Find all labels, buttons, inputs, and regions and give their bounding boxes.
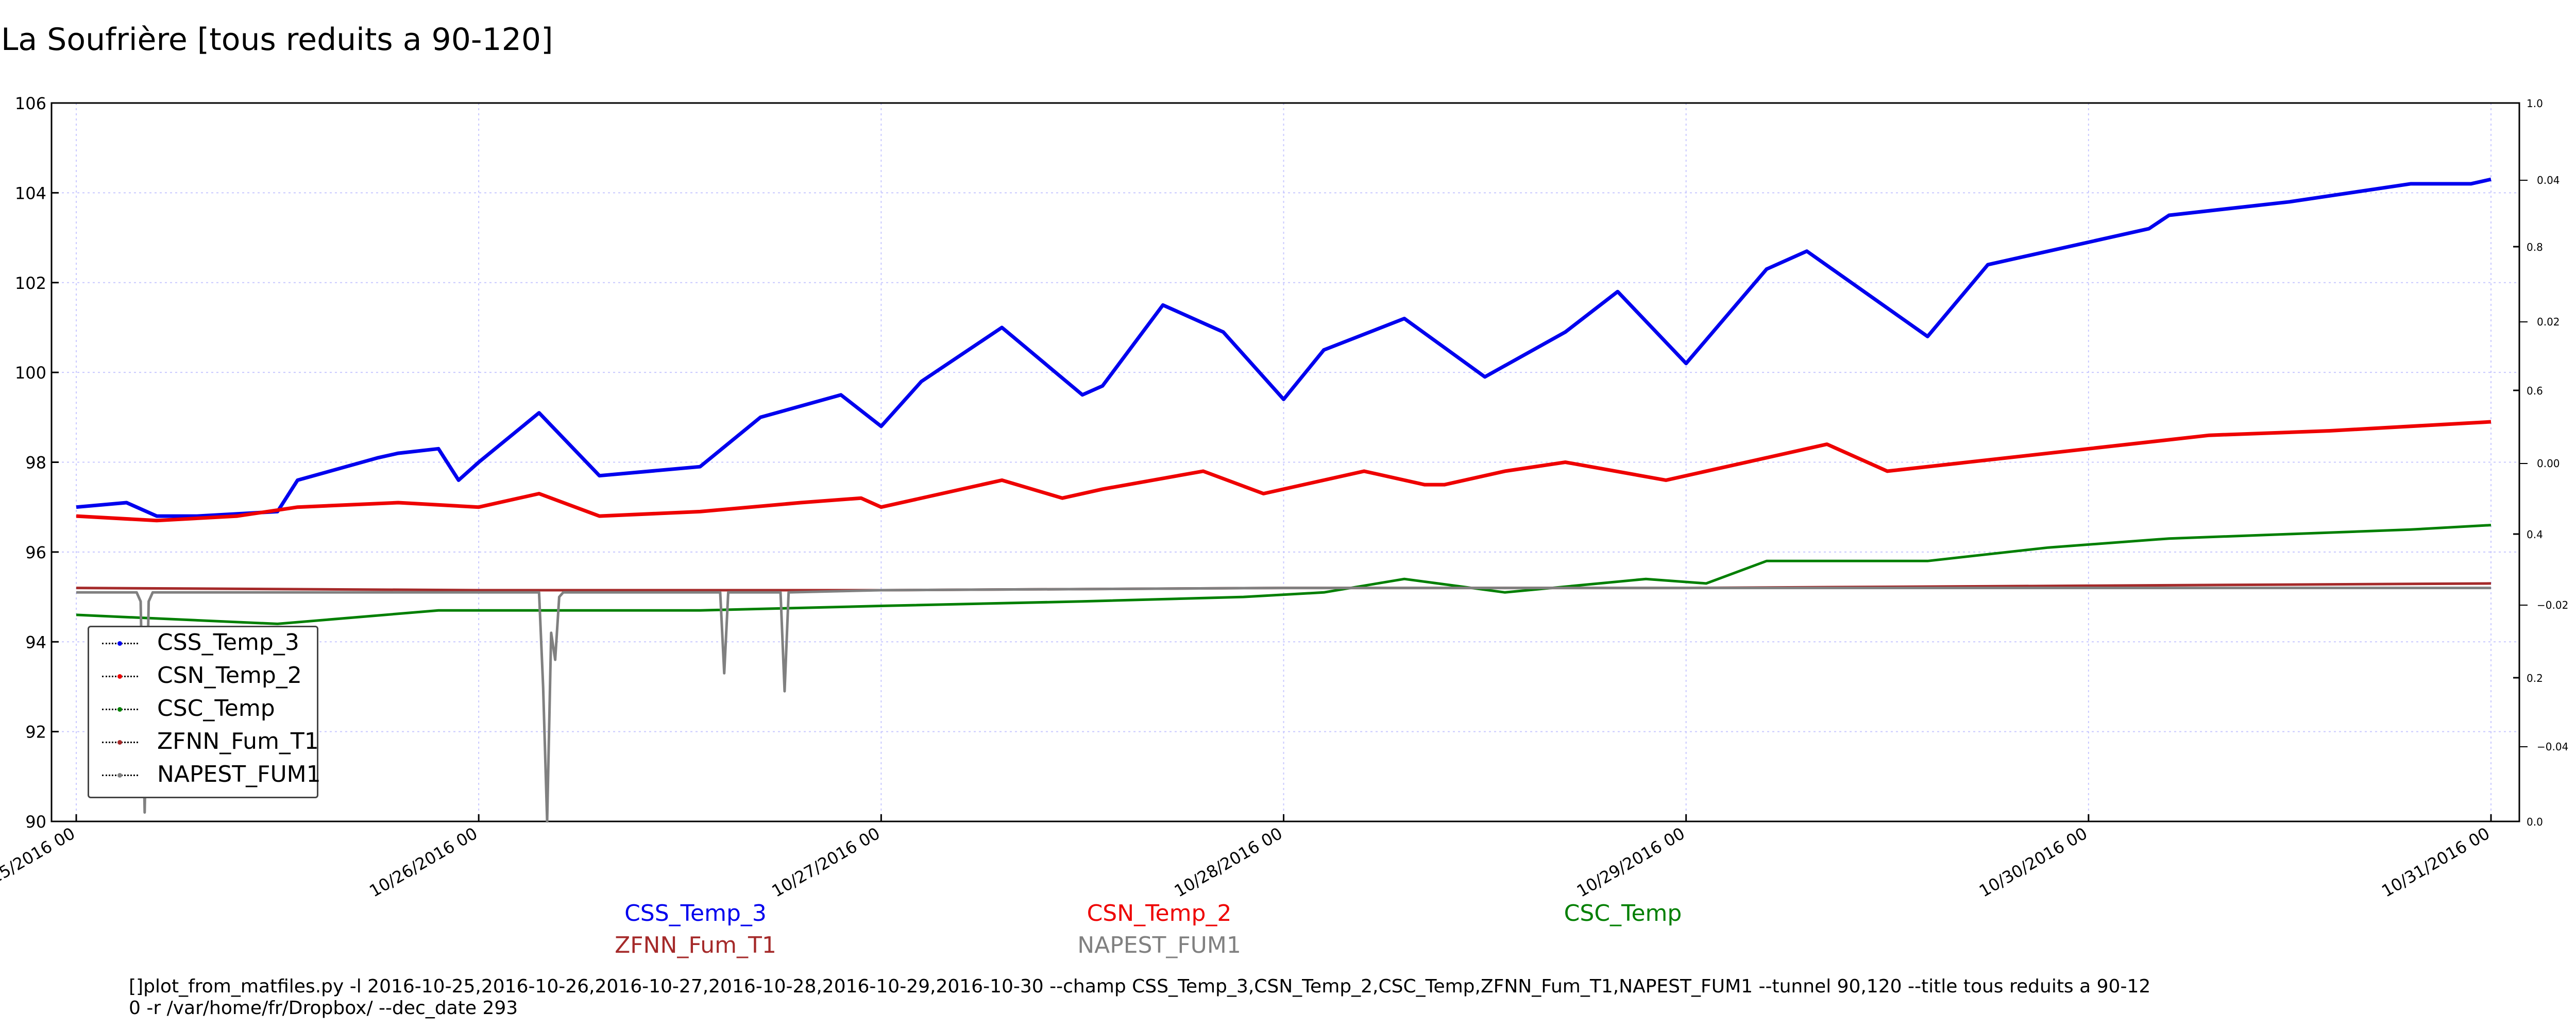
legend-label: CSC_Temp bbox=[157, 695, 275, 722]
right-outer-tick-label: 1.0 bbox=[2527, 97, 2543, 110]
y-tick-label: 98 bbox=[25, 453, 46, 473]
legend-label: CSN_Temp_2 bbox=[157, 662, 302, 689]
y-tick-label: 94 bbox=[25, 632, 46, 652]
x-tick-label: 10/31/2016 00 bbox=[2378, 823, 2493, 901]
right-outer-tick-label: 0.2 bbox=[2527, 672, 2543, 684]
y-tick-label: 96 bbox=[25, 543, 46, 562]
right-inner-tick-label: 0.00 bbox=[2537, 457, 2560, 470]
series-line-css-temp-3 bbox=[76, 177, 2492, 518]
legend-dot-icon bbox=[117, 773, 122, 778]
series-label-css-temp-3: CSS_Temp_3 bbox=[624, 900, 767, 926]
right-outer-tick-label: 0.6 bbox=[2527, 385, 2543, 397]
legend-item: CSS_Temp_3 bbox=[89, 627, 317, 660]
command-line-2: 0 -r /var/home/fr/Dropbox/ --dec_date 29… bbox=[129, 998, 518, 1019]
right-inner-tick-label: 0.04 bbox=[2537, 174, 2560, 186]
y-tick-label: 102 bbox=[15, 273, 46, 293]
legend: CSS_Temp_3 CSN_Temp_2 CSC_Temp ZFNN_Fum_… bbox=[88, 626, 321, 798]
legend-label: CSS_Temp_3 bbox=[157, 629, 299, 656]
chart-title: La Soufrière [tous reduits a 90-120] bbox=[1, 22, 553, 58]
legend-item: CSN_Temp_2 bbox=[89, 660, 317, 693]
legend-item: NAPEST_FUM1 bbox=[89, 759, 321, 792]
x-tick-label: 10/27/2016 00 bbox=[769, 823, 884, 901]
series-line-napest-fum1 bbox=[76, 587, 2491, 823]
right-outer-tick-label: 0.0 bbox=[2527, 816, 2543, 828]
legend-dot-icon bbox=[117, 707, 122, 712]
command-line-1: []plot_from_matfiles.py -l 2016-10-25,20… bbox=[129, 976, 2151, 997]
right-outer-tick-label: 0.8 bbox=[2527, 241, 2543, 253]
legend-label: ZFNN_Fum_T1 bbox=[157, 728, 319, 754]
y-tick-label: 106 bbox=[15, 94, 46, 113]
y-tick-label: 92 bbox=[25, 723, 46, 742]
x-tick-label: 10/28/2016 00 bbox=[1171, 823, 1286, 901]
y-tick-label: 90 bbox=[25, 812, 46, 832]
x-tick-label: 10/29/2016 00 bbox=[1573, 823, 1688, 901]
legend-dot-icon bbox=[117, 740, 122, 745]
series-label-csc-temp: CSC_Temp bbox=[1564, 900, 1682, 926]
series-label-csn-temp-2: CSN_Temp_2 bbox=[1087, 900, 1232, 926]
legend-label: NAPEST_FUM1 bbox=[157, 761, 321, 787]
series-label-zfnn-fum-t1: ZFNN_Fum_T1 bbox=[615, 932, 776, 958]
y-tick-label: 100 bbox=[15, 363, 46, 383]
right-inner-tick-label: −0.04 bbox=[2537, 741, 2568, 753]
command-footer: []plot_from_matfiles.py -l 2016-10-25,20… bbox=[129, 976, 2293, 1019]
x-tick-label: 10/25/2016 00 bbox=[0, 823, 78, 901]
legend-item: ZFNN_Fum_T1 bbox=[89, 726, 319, 759]
series-line-csc-temp bbox=[76, 524, 2492, 625]
right-inner-tick-label: 0.02 bbox=[2537, 316, 2560, 328]
series-line-csn-temp-2 bbox=[76, 420, 2492, 523]
legend-dot-icon bbox=[117, 674, 122, 679]
series-label-napest-fum1: NAPEST_FUM1 bbox=[1077, 932, 1241, 958]
legend-item: CSC_Temp bbox=[89, 693, 317, 726]
legend-dot-icon bbox=[117, 641, 122, 646]
y-tick-label: 104 bbox=[15, 183, 46, 203]
right-outer-tick-label: 0.4 bbox=[2527, 528, 2543, 541]
x-tick-label: 10/26/2016 00 bbox=[366, 823, 481, 901]
right-inner-tick-label: −0.02 bbox=[2537, 599, 2568, 611]
x-tick-label: 10/30/2016 00 bbox=[1976, 823, 2091, 901]
